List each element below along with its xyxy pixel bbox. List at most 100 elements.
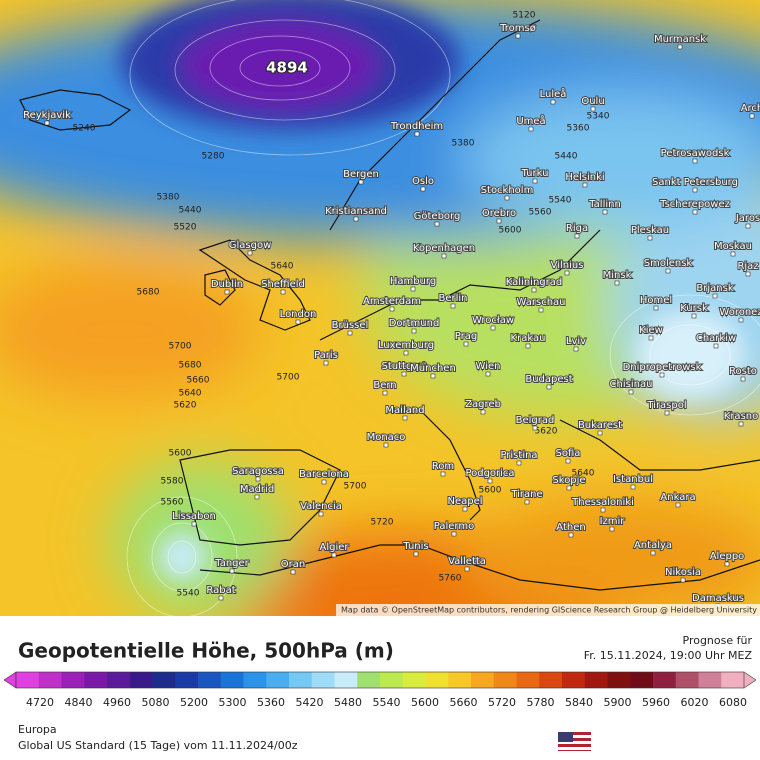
city-dot [664, 410, 670, 416]
contour-label: 5700 [277, 373, 300, 383]
city-dot [600, 507, 606, 513]
city-label: Athen [556, 522, 585, 533]
colorbar-segment [630, 672, 654, 688]
contour-label: 5520 [174, 223, 197, 233]
city-label: Trondheim [390, 121, 443, 132]
contour-label: 5680 [179, 361, 202, 371]
city-dot [609, 526, 615, 532]
city-dot [564, 270, 570, 276]
colorbar-tick-label: 5960 [642, 696, 670, 709]
city-label: Umeå [516, 114, 545, 127]
colorbar-arrow-left [3, 671, 17, 689]
city-label: Rabat [206, 585, 235, 596]
city-label: Izmir [600, 516, 626, 527]
city-label: Belgrad [516, 415, 555, 426]
city-dot [218, 595, 224, 601]
colorbar-frame [15, 671, 745, 689]
city-label: Kopenhagen [413, 243, 475, 254]
city-dot [402, 415, 408, 421]
city-dot [677, 44, 683, 50]
city-label: Charkiw [696, 333, 736, 344]
city-dot [630, 484, 636, 490]
city-label: Turku [521, 168, 549, 179]
city-dot [353, 216, 359, 222]
contour-label: 5440 [555, 152, 578, 162]
city-dot [434, 221, 440, 227]
colorbar-arrow-right [743, 671, 757, 689]
city-dot [602, 209, 608, 215]
city-dot [420, 186, 426, 192]
city-dot [566, 485, 572, 491]
city-label: Sheffield [261, 279, 305, 290]
colorbar-segment [516, 672, 540, 688]
city-dot [331, 552, 337, 558]
contour-label: 5640 [572, 469, 595, 479]
city-label: Tallinn [588, 199, 621, 210]
city-dot [738, 317, 744, 323]
city-label: Rosto [729, 366, 757, 377]
city-dot [574, 233, 580, 239]
city-dot [597, 430, 603, 436]
city-dot [659, 372, 665, 378]
city-dot [675, 502, 681, 508]
city-dot [745, 223, 751, 229]
city-label: Kristiansand [325, 206, 387, 217]
city-label: Kiew [639, 325, 663, 336]
city-label: Bukarest [578, 420, 622, 431]
contour-label: 5620 [535, 427, 558, 437]
city-dot [647, 235, 653, 241]
colorbar-segment [16, 672, 40, 688]
city-dot [440, 471, 446, 477]
contour-label: 5560 [161, 498, 184, 508]
city-label: Stockholm [481, 185, 534, 196]
city-label: Krasno [724, 411, 758, 422]
coastlines [19, 19, 760, 591]
city-dot [724, 561, 730, 567]
city-label: Rom [432, 461, 454, 472]
city-label: Kursk [680, 303, 708, 314]
city-label: Kaliningrad [506, 277, 562, 288]
city-label: Vilnius [551, 260, 584, 271]
city-dot [712, 293, 718, 299]
colorbar-segment [357, 672, 381, 688]
city-label: Luleå [540, 87, 567, 100]
city-label: Tromsø [499, 23, 536, 34]
city-label: Göteborg [414, 211, 461, 222]
contour-label: 5660 [187, 376, 210, 386]
city-label: Dortmund [389, 318, 440, 329]
city-label: Tscherepowez [659, 199, 730, 210]
contour-label: 5280 [202, 152, 225, 162]
colorbar-segment [289, 672, 313, 688]
colorbar-segment [721, 672, 745, 688]
city-label: Homel [640, 295, 672, 306]
city-dot [528, 126, 534, 132]
colorbar-segment [584, 672, 608, 688]
colorbar-segment [607, 672, 631, 688]
colorbar-segment [84, 672, 108, 688]
city-label: Rjaz [737, 261, 758, 272]
colorbar-segment [220, 672, 244, 688]
city-dot [487, 478, 493, 484]
city-label: Stuttgart [382, 361, 427, 372]
city-label: Sankt Petersburg [652, 177, 738, 188]
colorbar-tick-label: 5900 [604, 696, 632, 709]
city-dot [516, 460, 522, 466]
city-dot [441, 253, 447, 259]
city-dot [648, 335, 654, 341]
colorbar-tick-label: 5420 [296, 696, 324, 709]
forecast-time: Fr. 15.11.2024, 19:00 Uhr MEZ [584, 649, 753, 662]
colorbar-tick-label: 5080 [142, 696, 170, 709]
colorbar-segment [562, 672, 586, 688]
city-dot [321, 479, 327, 485]
colorbar-segment [266, 672, 290, 688]
city-dot [749, 113, 755, 119]
city-dot [485, 371, 491, 377]
colorbar-segment [380, 672, 404, 688]
colorbar-segment [129, 672, 153, 688]
city-dot [191, 521, 197, 527]
city-dot [290, 569, 296, 575]
city-label: Prag [455, 331, 477, 342]
city-dot [358, 179, 364, 185]
city-label: Paris [314, 350, 338, 361]
